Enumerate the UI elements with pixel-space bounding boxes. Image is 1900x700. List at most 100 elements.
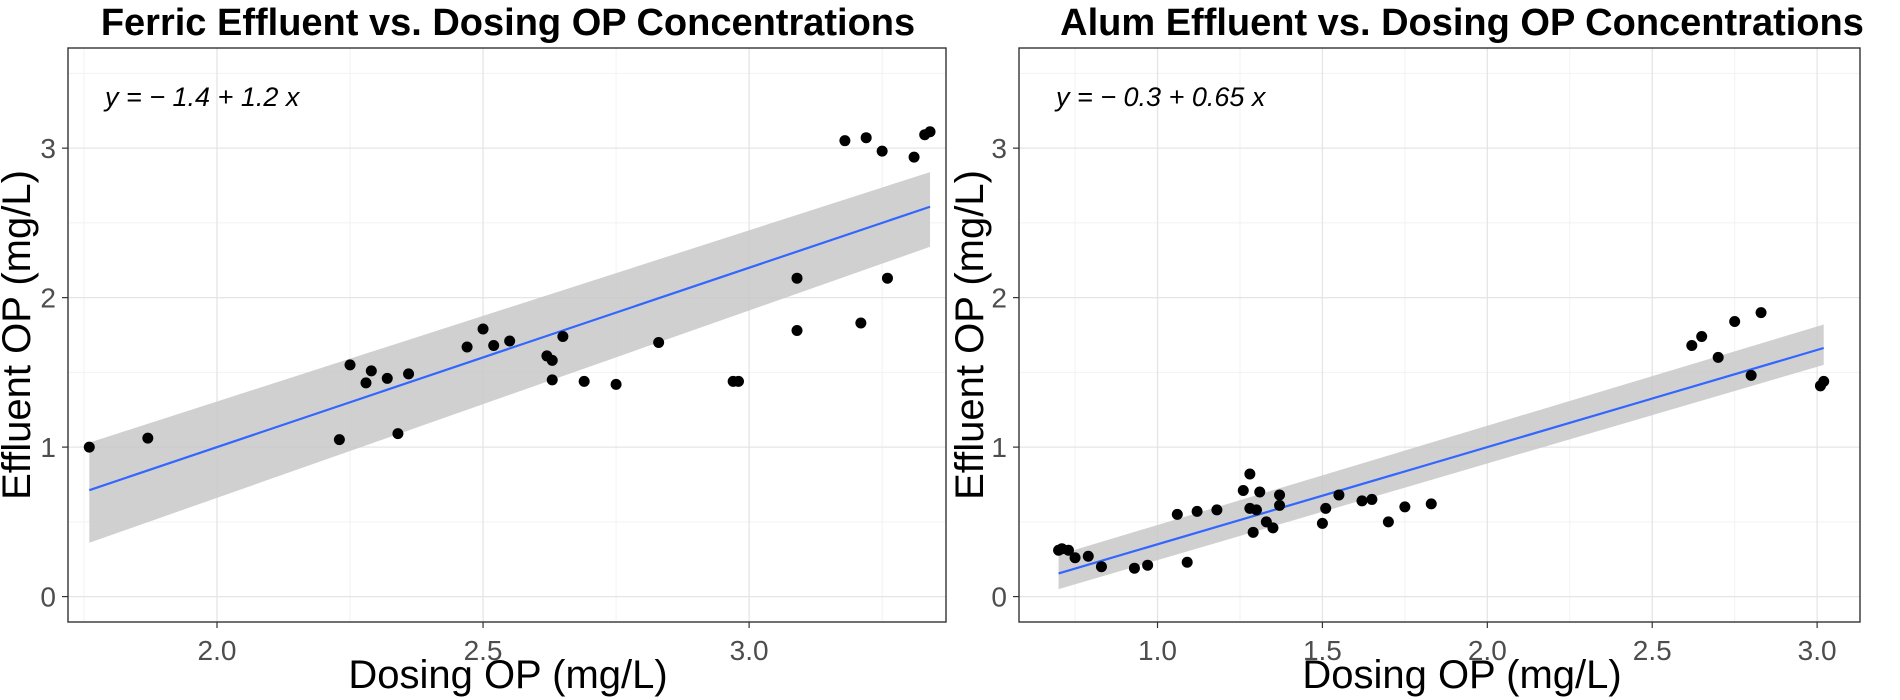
data-point <box>365 365 377 377</box>
panel-border <box>67 47 947 623</box>
x-tick-label: 3.0 <box>730 635 769 666</box>
data-point <box>1082 550 1094 562</box>
data-point <box>1745 369 1757 381</box>
tick-labels: 1.0 1.5 2.0 2.5 3.0 0 1 2 3 <box>991 133 1836 666</box>
data-point <box>381 372 393 384</box>
fit-line <box>88 205 931 492</box>
data-point <box>1181 556 1193 568</box>
y-axis-label: Effluent OP (mg/L) <box>948 170 992 500</box>
data-point <box>860 132 872 144</box>
y-tick-label: 3 <box>40 133 56 164</box>
y-tick-label: 1 <box>40 432 56 463</box>
y-tick-label: 2 <box>40 283 56 314</box>
data-point <box>1247 526 1259 538</box>
data-point <box>1244 468 1256 480</box>
regression-line <box>88 205 931 492</box>
x-tick-label: 3.0 <box>1798 635 1837 666</box>
data-point <box>1425 498 1437 510</box>
chart-title: Alum Effluent vs. Dosing OP Concentratio… <box>1060 2 1864 44</box>
data-point <box>881 272 893 284</box>
data-point <box>392 428 404 440</box>
data-point <box>1171 508 1183 520</box>
y-axis-label: Effluent OP (mg/L) <box>0 170 39 500</box>
data-point <box>1254 486 1266 498</box>
y-tick-label: 3 <box>991 133 1007 164</box>
data-point <box>1142 559 1154 571</box>
data-point <box>477 323 489 335</box>
data-point <box>546 354 558 366</box>
y-tick-label: 0 <box>40 582 56 613</box>
data-point <box>1211 504 1223 516</box>
data-point <box>578 375 590 387</box>
ferric-panel: Ferric Effluent vs. Dosing OP Concentrat… <box>0 2 947 697</box>
data-points <box>1053 307 1830 574</box>
x-tick-label: 1.5 <box>1303 635 1342 666</box>
data-point <box>1382 516 1394 528</box>
data-point <box>855 317 867 329</box>
data-point <box>1818 375 1830 387</box>
data-point <box>908 151 920 163</box>
confidence-band <box>89 172 931 543</box>
x-tick-label: 1.0 <box>1138 635 1177 666</box>
data-point <box>791 272 803 284</box>
data-point <box>333 434 345 446</box>
data-point <box>1755 307 1767 319</box>
data-point <box>924 126 936 138</box>
data-point <box>1356 495 1368 507</box>
y-tick-label: 1 <box>991 432 1007 463</box>
data-point <box>1686 339 1698 351</box>
y-tick-label: 2 <box>991 283 1007 314</box>
confidence-band-area <box>89 172 931 543</box>
data-point <box>876 145 888 157</box>
fit-line <box>1058 346 1825 575</box>
chart-title: Ferric Effluent vs. Dosing OP Concentrat… <box>101 2 915 44</box>
panel-border <box>1018 47 1861 623</box>
y-tick-label: 0 <box>991 582 1007 613</box>
x-tick-label: 2.5 <box>464 635 503 666</box>
data-points <box>83 126 936 453</box>
x-axis-label: Dosing OP (mg/L) <box>1302 653 1621 697</box>
x-tick-label: 2.0 <box>198 635 237 666</box>
x-tick-label: 2.0 <box>1468 635 1507 666</box>
data-point <box>1712 351 1724 363</box>
regression-line <box>1058 346 1825 575</box>
data-point <box>1062 544 1074 556</box>
regression-equation: y = − 1.4 + 1.2 x <box>103 82 301 112</box>
confidence-band-area <box>1058 324 1824 590</box>
data-point <box>610 378 622 390</box>
data-point <box>1274 499 1286 511</box>
data-point <box>504 335 516 347</box>
data-point <box>1128 562 1140 574</box>
data-point <box>83 441 95 453</box>
data-point <box>546 374 558 386</box>
data-point <box>1267 522 1279 534</box>
data-point <box>791 325 803 337</box>
x-tick-label: 2.5 <box>1633 635 1672 666</box>
data-point <box>488 339 500 351</box>
data-point <box>360 377 372 389</box>
alum-panel: Alum Effluent vs. Dosing OP Concentratio… <box>948 2 1864 697</box>
data-point <box>1333 489 1345 501</box>
data-point <box>1696 330 1708 342</box>
data-point <box>1316 517 1328 529</box>
tick-labels: 2.0 2.5 3.0 0 1 2 3 <box>40 133 768 666</box>
regression-equation: y = − 0.3 + 0.65 x <box>1054 82 1267 112</box>
data-point <box>839 135 851 147</box>
data-point <box>1366 493 1378 505</box>
data-point <box>557 330 569 342</box>
data-point <box>1320 502 1332 514</box>
x-axis-label: Dosing OP (mg/L) <box>348 653 667 697</box>
data-point <box>1095 561 1107 573</box>
data-point <box>1069 552 1081 564</box>
data-point <box>142 432 154 444</box>
data-point <box>344 359 356 371</box>
data-point <box>1237 484 1249 496</box>
data-point <box>1399 501 1411 513</box>
data-point <box>1191 505 1203 517</box>
data-point <box>732 375 744 387</box>
data-point <box>403 368 415 380</box>
data-point <box>1274 489 1286 501</box>
data-point <box>461 341 473 353</box>
data-point <box>1250 504 1262 516</box>
